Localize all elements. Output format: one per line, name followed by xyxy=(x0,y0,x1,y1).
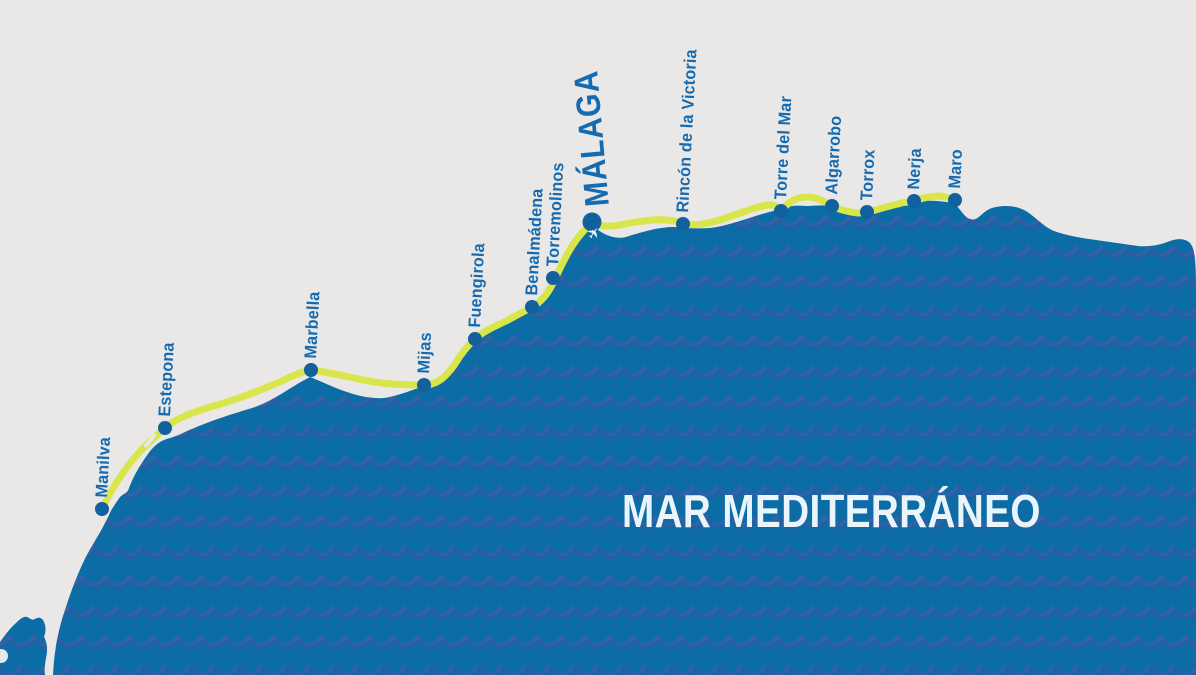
bay-notch xyxy=(0,649,8,663)
town-label: Maro xyxy=(945,148,967,189)
sea-name-label: MAR MEDITERRÁNEO xyxy=(622,485,1041,537)
town-label: Estepona xyxy=(155,341,178,417)
town-label: Mijas xyxy=(414,331,436,374)
town-dot xyxy=(468,332,482,346)
town-label: Manilva xyxy=(92,436,115,498)
town-dot xyxy=(95,502,109,516)
town-dot xyxy=(546,271,560,285)
town-dot xyxy=(158,421,172,435)
town-label: Marbella xyxy=(301,291,324,359)
town-dot xyxy=(417,378,431,392)
town-dot xyxy=(774,204,788,218)
town-label: Nerja xyxy=(904,147,926,190)
town-dot xyxy=(525,300,539,314)
town-dots xyxy=(95,193,962,516)
town-dot xyxy=(304,363,318,377)
town-dot xyxy=(676,217,690,231)
town-dot xyxy=(907,194,921,208)
town-dot xyxy=(948,193,962,207)
town-dot xyxy=(825,199,839,213)
town-label: Torrox xyxy=(857,148,879,201)
town-dot xyxy=(582,212,602,232)
town-label: Algarrobo xyxy=(822,115,846,195)
town-dot xyxy=(860,205,874,219)
